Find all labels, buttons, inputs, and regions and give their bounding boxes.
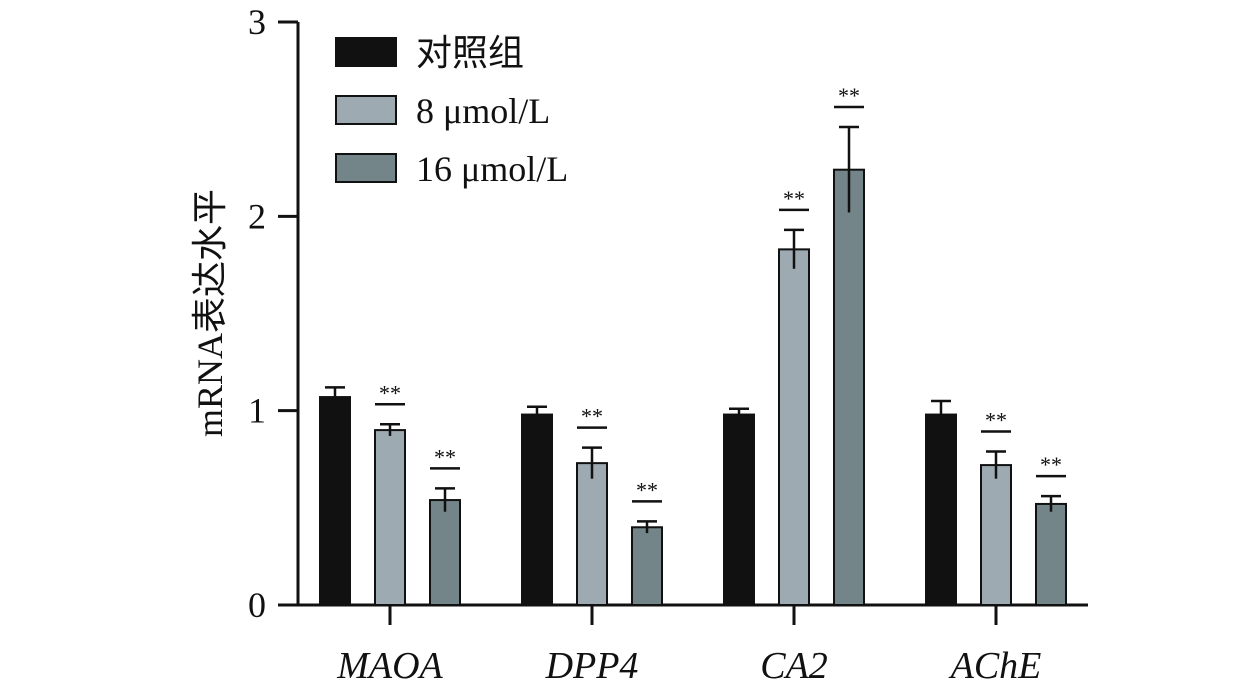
significance-label: ** [1040, 452, 1062, 477]
legend-label: 8 μmol/L [416, 91, 550, 131]
significance-label: ** [838, 83, 860, 108]
legend-label: 16 μmol/L [416, 149, 568, 189]
category-label: DPP4 [545, 645, 639, 687]
category-label: MAOA [336, 645, 443, 687]
legend-swatch [335, 153, 397, 183]
bar [980, 464, 1012, 606]
category-label: CA2 [760, 645, 828, 687]
bars: ** ** ** ** ** ** ** ** [319, 83, 1067, 607]
y-tick-label: 2 [248, 196, 266, 236]
bar [429, 499, 461, 606]
significance-label: ** [379, 380, 401, 405]
y-axis-label: mRNA表达水平 [190, 189, 230, 437]
bar [319, 396, 351, 606]
bar [723, 413, 755, 607]
significance-label: ** [783, 186, 805, 211]
significance-label: ** [985, 407, 1007, 432]
legend: 对照组 8 μmol/L 16 μmol/L [335, 33, 568, 189]
bar [925, 413, 957, 607]
legend-swatch [335, 95, 397, 125]
significance-label: ** [581, 404, 603, 429]
category-label: AChE [948, 645, 1042, 687]
bar [833, 168, 865, 606]
bar [631, 526, 663, 606]
axes: 0 1 2 3 MAOA DPP4 CA2 AChE [248, 2, 1088, 687]
y-tick-label: 3 [248, 2, 266, 42]
bar [576, 462, 608, 606]
legend-label: 对照组 [416, 33, 524, 73]
legend-swatch [335, 37, 397, 67]
y-tick-label: 0 [248, 585, 266, 625]
bar [521, 413, 553, 607]
significance-label: ** [434, 444, 456, 469]
bar [778, 248, 810, 606]
bar [374, 429, 406, 606]
significance-label: ** [636, 477, 658, 502]
bar [1035, 502, 1067, 606]
y-tick-label: 1 [248, 391, 266, 431]
